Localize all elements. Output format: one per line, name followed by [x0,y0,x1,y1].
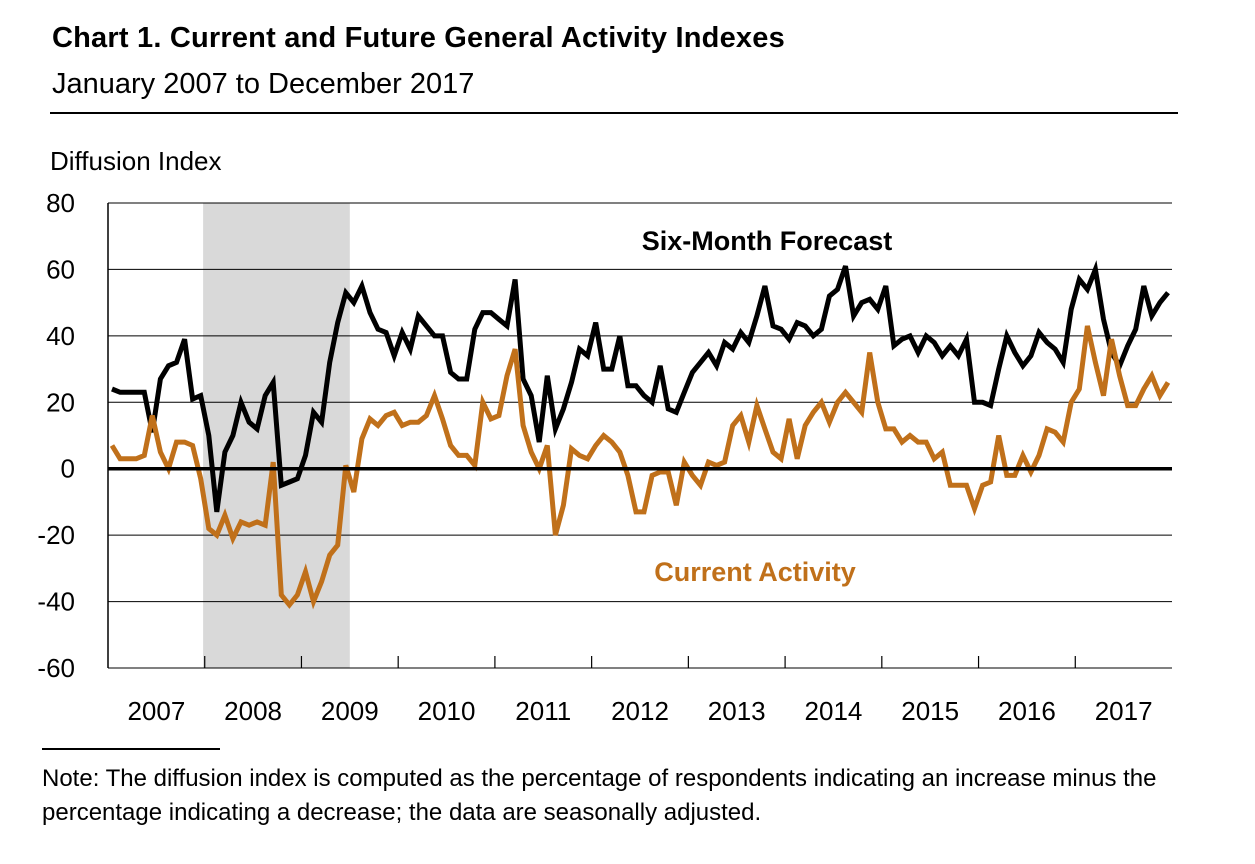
x-tick-label: 2013 [708,696,766,726]
series-line-six-month-forecast [111,260,1170,513]
y-tick-label: 0 [61,454,75,484]
y-tick-label: -20 [37,520,75,550]
series-label-six-month-forecast: Six-Month Forecast [642,226,893,256]
x-tick-label: 2008 [224,696,282,726]
y-tick-label: 80 [46,188,75,218]
x-tick-label: 2007 [127,696,185,726]
y-axis-label: Diffusion Index [50,146,222,176]
y-tick-label: 60 [46,254,75,284]
y-tick-label: 40 [46,321,75,351]
x-tick-label: 2012 [611,696,669,726]
x-tick-label: 2009 [321,696,379,726]
y-tick-label: -40 [37,587,75,617]
series-line-current-activity [109,325,1171,610]
chart-title: Chart 1. Current and Future General Acti… [52,22,785,54]
x-tick-label: 2014 [805,696,863,726]
series-label-current-activity: Current Activity [654,557,856,587]
x-tick-label: 2016 [998,696,1056,726]
x-tick-label: 2017 [1095,696,1153,726]
title-divider [50,112,1178,114]
y-tick-label: 20 [46,387,75,417]
footnote: Note: The diffusion index is computed as… [42,765,1157,826]
x-tick-label: 2011 [515,696,571,726]
x-tick-label: 2010 [418,696,476,726]
chart-subtitle: January 2007 to December 2017 [52,68,475,100]
note-divider [42,748,220,750]
y-tick-label: -60 [37,653,75,683]
x-tick-label: 2015 [901,696,959,726]
